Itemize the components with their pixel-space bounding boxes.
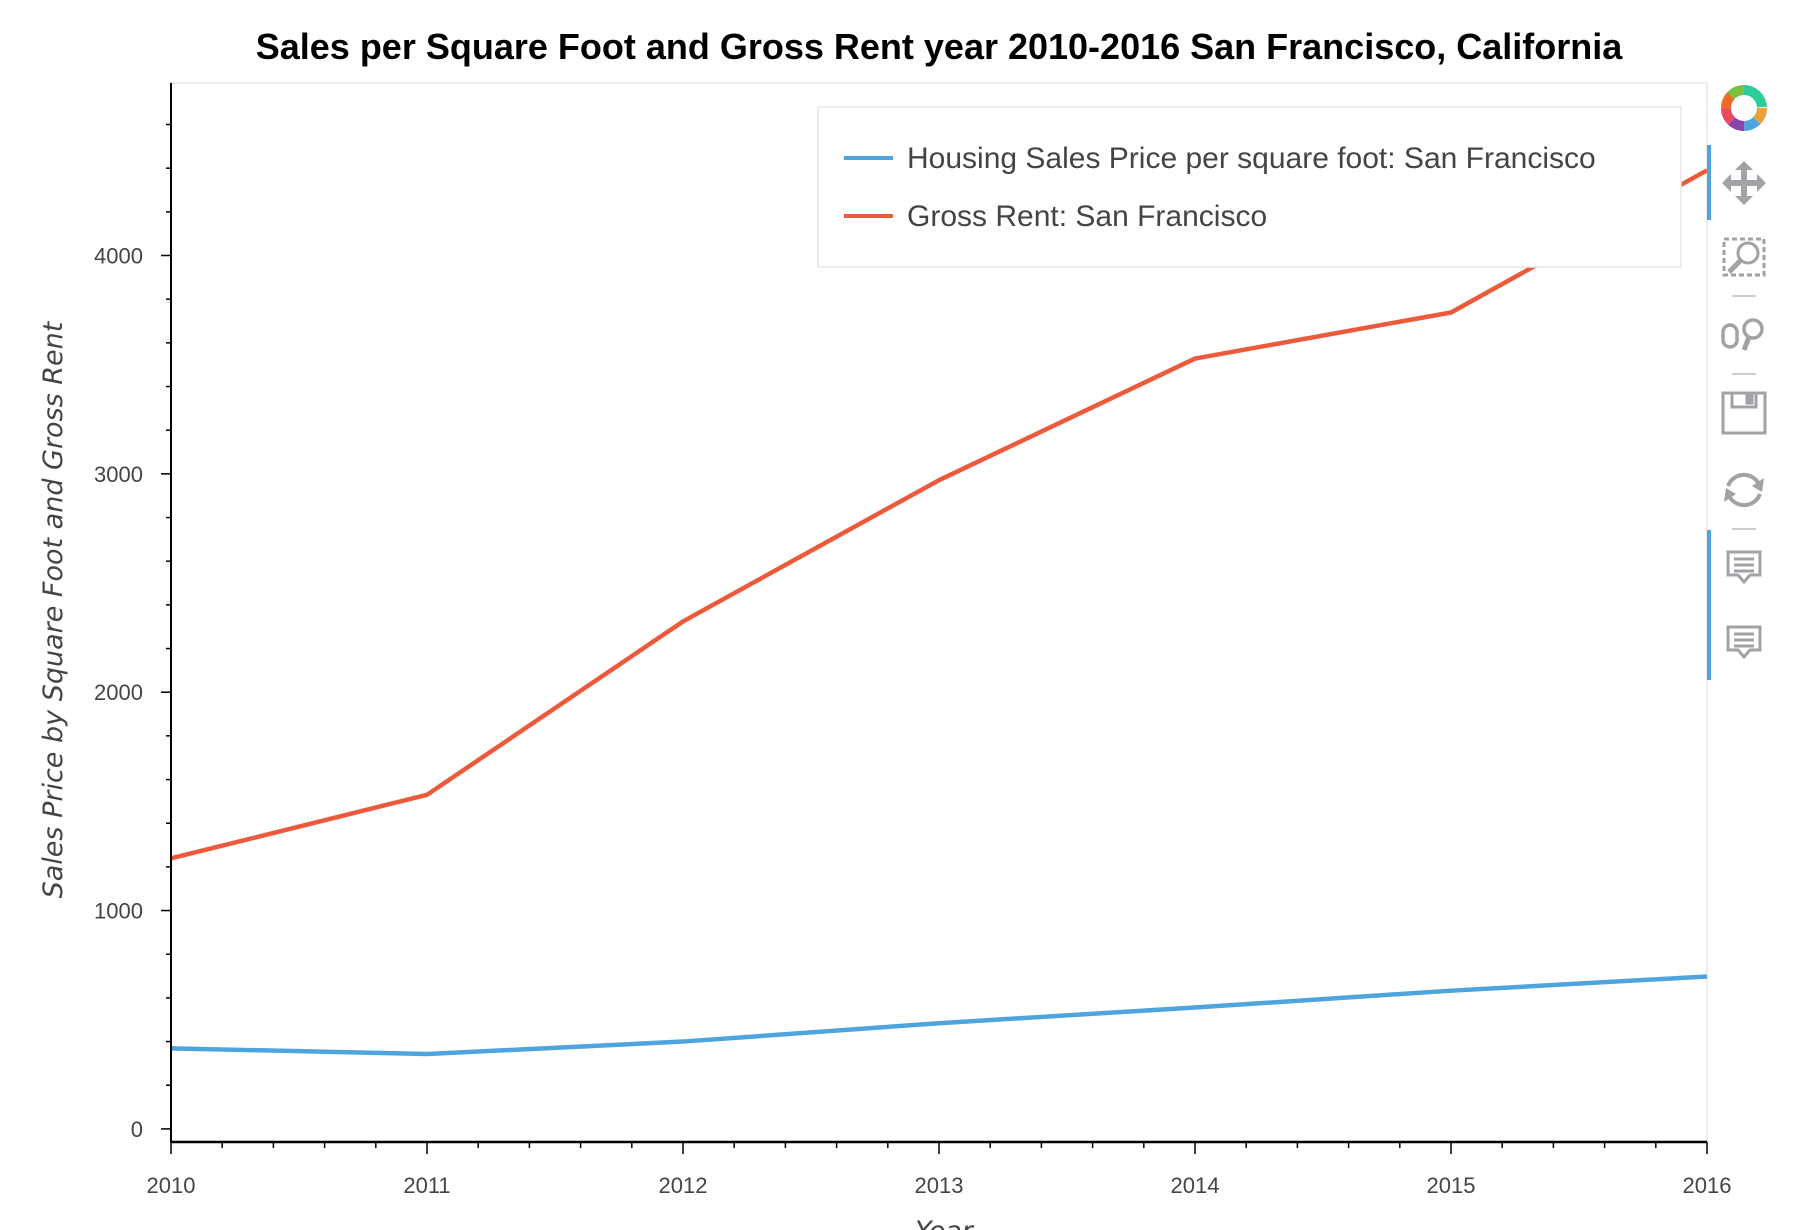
x-tick-label: 2012 xyxy=(659,1173,708,1198)
y-tick-label: 2000 xyxy=(94,680,143,705)
axes-layer: 0 1000 2000 3000 4000 2010 2011 2012 2013 2014 201… xyxy=(94,83,1731,1198)
series-layer xyxy=(170,168,1709,1057)
y-tick-label: 1000 xyxy=(94,899,143,924)
y-axis-label: Sales Price by Square Foot and Gross Ren… xyxy=(38,320,69,898)
x-axis-label: Year xyxy=(915,1216,975,1230)
y-tick-label: 3000 xyxy=(94,462,143,487)
legend-label-rent: Gross Rent: San Francisco xyxy=(907,200,1267,233)
hover-icon[interactable] xyxy=(1726,625,1762,660)
reset-icon[interactable] xyxy=(1724,472,1764,508)
wheel-zoom-icon[interactable] xyxy=(1721,318,1764,351)
series-line-1 xyxy=(170,168,1709,861)
x-tick-label: 2010 xyxy=(147,1173,196,1198)
legend-label-sales: Housing Sales Price per square foot: San… xyxy=(907,142,1596,175)
x-tick-label: 2013 xyxy=(915,1173,964,1198)
legend: Housing Sales Price per square foot: San… xyxy=(817,106,1682,268)
x-tick-label: 2011 xyxy=(403,1173,450,1198)
save-icon[interactable] xyxy=(1721,391,1767,435)
x-tick-label: 2014 xyxy=(1171,1173,1220,1198)
pan-icon[interactable] xyxy=(1722,161,1766,205)
y-tick-label: 0 xyxy=(131,1117,143,1142)
bokeh-logo-icon[interactable] xyxy=(1721,85,1767,131)
toolbar xyxy=(1707,85,1767,680)
series-line-0 xyxy=(170,974,1708,1057)
x-tick-label: 2015 xyxy=(1427,1173,1476,1198)
legend-box xyxy=(817,106,1682,268)
box-zoom-icon[interactable] xyxy=(1722,237,1766,277)
y-tick-label: 4000 xyxy=(94,243,143,268)
x-tick-label: 2016 xyxy=(1683,1173,1732,1198)
chart-title: Sales per Square Foot and Gross Rent yea… xyxy=(256,26,1624,67)
hover-icon[interactable] xyxy=(1726,550,1762,585)
